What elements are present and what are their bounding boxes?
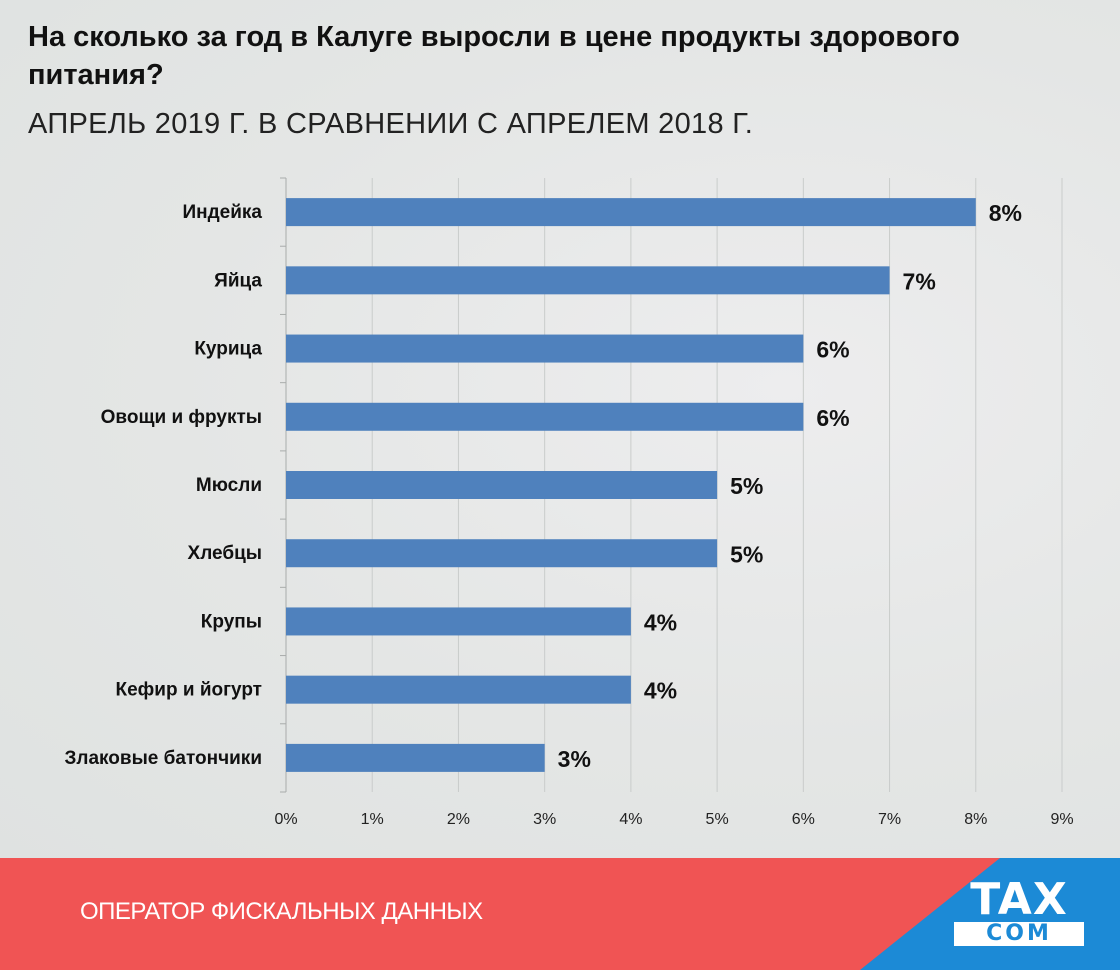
value-label: 6% bbox=[816, 337, 849, 363]
value-label: 4% bbox=[644, 678, 677, 704]
category-label: Курица bbox=[194, 339, 262, 360]
x-tick-label: 0% bbox=[274, 811, 297, 828]
x-tick-label: 3% bbox=[533, 811, 556, 828]
x-tick-label: 5% bbox=[706, 811, 729, 828]
logo-top-text: TAX bbox=[970, 874, 1068, 925]
category-label: Мюсли bbox=[196, 475, 262, 496]
category-label: Крупы bbox=[201, 611, 262, 632]
bar bbox=[286, 743, 545, 772]
bar bbox=[286, 198, 976, 227]
x-tick-label: 1% bbox=[361, 811, 384, 828]
value-label: 5% bbox=[730, 473, 763, 499]
bar bbox=[286, 607, 631, 636]
bar bbox=[286, 402, 804, 431]
category-label: Кефир и йогурт bbox=[116, 680, 263, 701]
bar bbox=[286, 539, 718, 568]
bar bbox=[286, 266, 890, 295]
category-label: Яйца bbox=[214, 270, 262, 291]
x-tick-label: 6% bbox=[792, 811, 815, 828]
bar-chart: Индейка 8% Яйца 7% Курица 6% Овощи и фрукты 6% М… bbox=[65, 177, 1074, 828]
category-label: Злаковые батончики bbox=[65, 748, 263, 769]
x-tick-label: 8% bbox=[964, 811, 987, 828]
footer-banner: ОПЕРАТОР ФИСКАЛЬНЫХ ДАННЫХ TAX COM bbox=[0, 858, 1120, 970]
value-label: 6% bbox=[816, 405, 849, 431]
category-label: Хлебцы bbox=[188, 543, 262, 564]
value-label: 4% bbox=[644, 610, 677, 636]
value-label: 8% bbox=[989, 200, 1022, 226]
value-label: 3% bbox=[558, 746, 591, 772]
bar bbox=[286, 334, 804, 363]
bar bbox=[286, 471, 718, 499]
x-tick-label: 7% bbox=[878, 811, 901, 828]
x-tick-label: 9% bbox=[1050, 811, 1073, 828]
x-tick-label: 4% bbox=[619, 811, 642, 828]
operator-text: ОПЕРАТОР ФИСКАЛЬНЫХ ДАННЫХ bbox=[80, 898, 483, 925]
category-label: Овощи и фрукты bbox=[101, 407, 262, 428]
value-label: 5% bbox=[730, 541, 763, 567]
value-label: 7% bbox=[903, 268, 936, 294]
category-label: Индейка bbox=[182, 202, 262, 223]
x-tick-label: 2% bbox=[447, 811, 470, 828]
page-subtitle: АПРЕЛЬ 2019 Г. В СРАВНЕНИИ С АПРЕЛЕМ 201… bbox=[28, 108, 754, 140]
page-title: На сколько за год в Калуге выросли в цен… bbox=[28, 21, 960, 91]
taxcom-logo: TAX COM bbox=[944, 874, 1094, 950]
bar bbox=[286, 675, 631, 704]
logo-bottom-text: COM bbox=[954, 922, 1084, 946]
